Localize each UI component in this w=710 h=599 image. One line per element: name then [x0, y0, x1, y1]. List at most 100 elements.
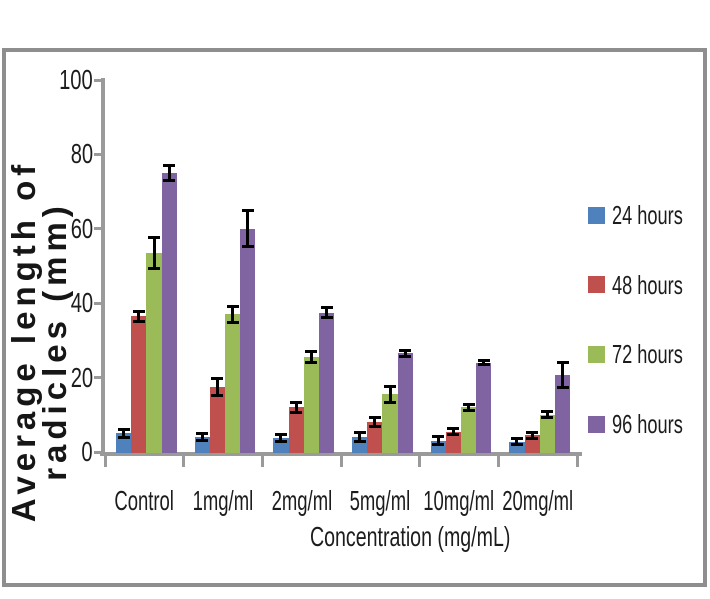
bar-96-hours-2mg/ml [318, 312, 335, 453]
error-bar-cap-top [384, 385, 396, 389]
x-tick [339, 452, 343, 467]
x-category-text: 10mg/ml [423, 485, 495, 516]
legend-label: 24 hours [612, 200, 683, 230]
bar-24-hours-20mg/ml [509, 441, 525, 453]
error-bar-cap-top [196, 432, 209, 436]
y-tick-text: 40 [70, 287, 93, 319]
error-bar-cap-top [211, 376, 224, 380]
bar-96-hours-Control [161, 173, 177, 453]
y-tick [94, 152, 105, 156]
error-bar-cap-top [226, 305, 239, 309]
bar-72-hours-20mg/ml [539, 414, 555, 453]
bar-72-hours-1mg/ml [225, 314, 241, 453]
error-bar-line [482, 360, 486, 366]
x-category-text: 1mg/ml [192, 485, 254, 516]
legend-swatch [588, 415, 605, 433]
error-bar-cap-bottom [117, 435, 130, 439]
x-tick [182, 452, 186, 467]
bar-48-hours-20mg/ml [524, 435, 540, 453]
y-tick-label: 20 [15, 362, 93, 394]
legend-label: 72 hours [612, 339, 683, 370]
error-bar-cap-bottom [163, 179, 176, 183]
error-bar-line [215, 377, 219, 397]
error-bar-cap-top [305, 350, 318, 354]
error-bar-cap-bottom [274, 439, 287, 443]
bar-48-hours-5mg/ml [367, 422, 383, 453]
error-bar-line [152, 236, 156, 269]
error-bar-cap-bottom [462, 409, 475, 413]
error-bar-cap-top [526, 430, 539, 434]
error-bar-line [467, 403, 471, 412]
error-bar-cap-bottom [556, 386, 569, 390]
error-bar-cap-top [462, 402, 475, 406]
error-bar-cap-bottom [432, 443, 445, 447]
x-tick [103, 452, 107, 467]
legend-label: 96 hours [612, 409, 683, 440]
error-bar-cap-top [117, 427, 130, 431]
error-bar-cap-bottom [305, 361, 318, 365]
x-axis-title-text: Concentration (mg/mL) [309, 521, 511, 552]
y-tick-label: 80 [15, 138, 93, 170]
error-bar-cap-top [353, 431, 366, 435]
x-axis-title: Concentration (mg/mL) [200, 521, 620, 553]
error-bar-cap-top [241, 209, 254, 213]
error-bar-line [545, 411, 549, 419]
error-bar-cap-top [320, 305, 333, 309]
x-category-text: 20mg/ml [502, 485, 574, 516]
error-bar-cap-bottom [510, 443, 523, 447]
bar-96-hours-1mg/ml [240, 228, 256, 453]
error-bar-cap-bottom [226, 320, 239, 324]
y-tick [94, 376, 105, 380]
error-bar-cap-bottom [399, 354, 412, 358]
error-bar-cap-top [274, 433, 287, 437]
chart-frame [2, 48, 707, 587]
error-bar-cap-bottom [241, 245, 254, 249]
error-bar-line [358, 432, 362, 442]
x-category-label: 20mg/ml [483, 486, 593, 516]
error-bar-line [137, 310, 141, 322]
error-bar-cap-bottom [290, 410, 303, 414]
x-category-label: 2mg/ml [247, 486, 357, 516]
error-bar-line [403, 350, 407, 357]
error-bar-cap-bottom [132, 319, 145, 323]
bar-72-hours-10mg/ml [461, 407, 477, 453]
bar-48-hours-10mg/ml [445, 431, 462, 453]
error-bar-cap-top [432, 435, 445, 439]
y-tick [94, 78, 105, 82]
x-tick [260, 452, 264, 467]
bar-72-hours-5mg/ml [382, 394, 398, 453]
legend-item: 72 hours [588, 341, 710, 367]
error-bar-cap-bottom [148, 266, 160, 270]
legend-item: 96 hours [588, 411, 710, 437]
error-bar-cap-top [163, 163, 176, 167]
error-bar-cap-bottom [196, 438, 209, 442]
error-bar-line [451, 427, 455, 436]
bar-48-hours-2mg/ml [288, 407, 304, 453]
error-bar-cap-top [148, 235, 160, 239]
y-tick [94, 450, 105, 454]
x-category-text: 5mg/ml [350, 485, 411, 516]
bar-48-hours-1mg/ml [209, 386, 226, 453]
error-bar-cap-top [477, 359, 490, 363]
x-tick [496, 452, 500, 467]
error-bar-cap-top [399, 349, 412, 353]
bar-72-hours-2mg/ml [303, 357, 319, 453]
error-bar-line [388, 386, 392, 403]
error-bar-cap-top [290, 400, 303, 404]
error-bar-line [231, 306, 235, 323]
x-tick [418, 452, 422, 467]
bar-96-hours-20mg/ml [554, 374, 571, 453]
error-bar-cap-bottom [541, 416, 554, 420]
y-tick [94, 227, 105, 231]
y-tick-label: 40 [15, 287, 93, 319]
error-bar-line [200, 433, 204, 441]
error-bar-line [373, 417, 377, 428]
x-category-label: Control [89, 486, 199, 516]
y-axis-line [101, 78, 105, 456]
x-category-label: 5mg/ml [325, 486, 435, 516]
legend-swatch [588, 206, 605, 224]
error-bar-cap-bottom [477, 363, 490, 367]
